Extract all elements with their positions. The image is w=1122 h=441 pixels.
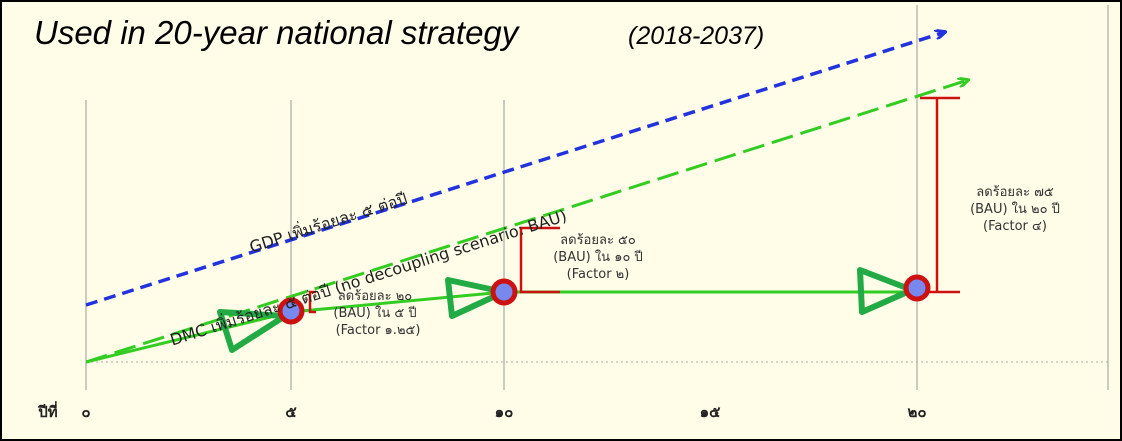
ann-line: (BAU) ใน ๑๐ ปี — [553, 249, 643, 265]
triangles — [217, 267, 915, 353]
title: Used in 20-year national strategy — [34, 14, 521, 51]
points — [277, 274, 931, 325]
grid — [85, 5, 1109, 390]
ann-line: (BAU) ใน ๕ ปี — [333, 305, 416, 321]
ann-line: (Factor ๑.๒๕) — [336, 323, 421, 338]
ann-line: (Factor ๔) — [983, 219, 1047, 234]
ann-line: ลดร้อยละ ๒๐ — [338, 289, 412, 304]
tick-label: ๒๐ — [907, 403, 926, 421]
ann-line: ลดร้อยละ ๕๐ — [560, 233, 636, 248]
target-line — [85, 290, 917, 364]
gdp-line — [85, 32, 945, 307]
ann-line: (BAU) ใน ๒๐ ปี — [970, 201, 1060, 217]
axis-label: ปีที่ — [37, 401, 57, 421]
annotation: ลดร้อยละ ๕๐ (BAU) ใน ๑๐ ปี (Factor ๒) — [553, 233, 643, 282]
subtitle: (2018-2037) — [628, 22, 764, 50]
annotation: ลดร้อยละ ๗๕ (BAU) ใน ๒๐ ปี (Factor ๔) — [970, 185, 1060, 234]
annotation: ลดร้อยละ ๒๐ (BAU) ใน ๕ ปี (Factor ๑.๒๕) — [333, 289, 420, 338]
tick-label: ๑๐ — [495, 403, 514, 421]
tick-label: ๑๕ — [700, 403, 722, 421]
brackets — [308, 96, 960, 314]
ann-line: ลดร้อยละ ๗๕ — [976, 185, 1054, 200]
tick-label: ๐ — [81, 403, 90, 421]
ann-line: (Factor ๒) — [567, 267, 630, 282]
tick-label: ๕ — [285, 403, 297, 421]
